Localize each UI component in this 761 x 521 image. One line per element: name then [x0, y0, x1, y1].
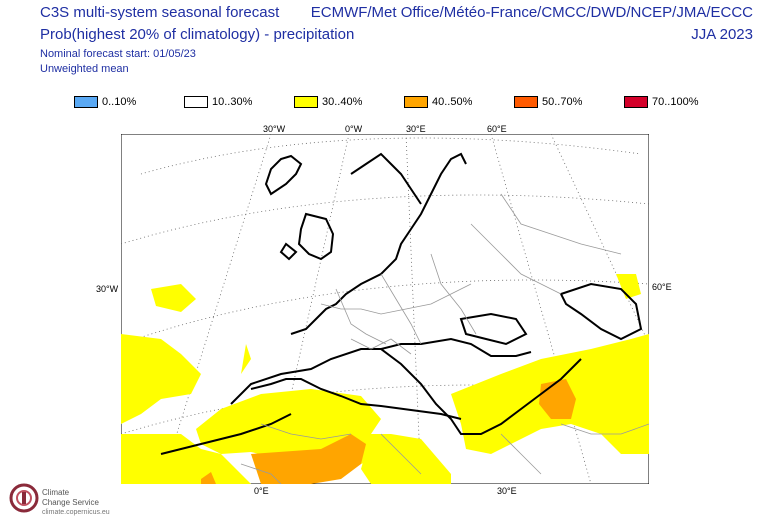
legend-item: 0..10%: [74, 94, 184, 110]
legend-swatch: [74, 96, 98, 108]
weighting-label: Unweighted mean: [40, 63, 129, 75]
lon-label: 0°E: [254, 486, 269, 496]
centres-label: ECMWF/Met Office/Météo-France/CMCC/DWD/N…: [310, 4, 753, 21]
legend-swatch: [184, 96, 208, 108]
lon-label: 30°W: [263, 124, 286, 134]
logo-name: Climate Change Service: [42, 488, 99, 507]
lon-label: 0°W: [345, 124, 363, 134]
lon-label: 60°E: [652, 282, 672, 292]
legend-swatch: [294, 96, 318, 108]
legend-item: 50..70%: [514, 94, 624, 110]
forecast-start: Nominal forecast start: 01/05/23: [40, 48, 196, 60]
logo-url: climate.copernicus.eu: [42, 509, 110, 516]
legend-swatch: [624, 96, 648, 108]
chart-title: C3S multi-system seasonal forecast: [40, 4, 280, 21]
country-borders: [240, 193, 649, 484]
lon-label: 60°E: [487, 124, 507, 134]
legend: 0..10% 10..30% 30..40% 40..50% 50..70% 7…: [74, 94, 734, 110]
forecast-map: [121, 134, 649, 484]
coastlines: [160, 152, 643, 455]
season-label: JJA 2023: [691, 26, 753, 43]
legend-swatch: [404, 96, 428, 108]
chart-subtitle: Prob(highest 20% of climatology) - preci…: [40, 26, 355, 43]
graticule: [121, 134, 649, 484]
legend-swatch: [514, 96, 538, 108]
legend-item: 30..40%: [294, 94, 404, 110]
legend-item: 10..30%: [184, 94, 294, 110]
lon-label: 30°E: [497, 486, 517, 496]
lon-label: 30°E: [406, 124, 426, 134]
lon-label: 30°W: [96, 284, 119, 294]
copernicus-logo-icon: [9, 483, 39, 513]
legend-item: 70..100%: [624, 94, 734, 110]
legend-item: 40..50%: [404, 94, 514, 110]
